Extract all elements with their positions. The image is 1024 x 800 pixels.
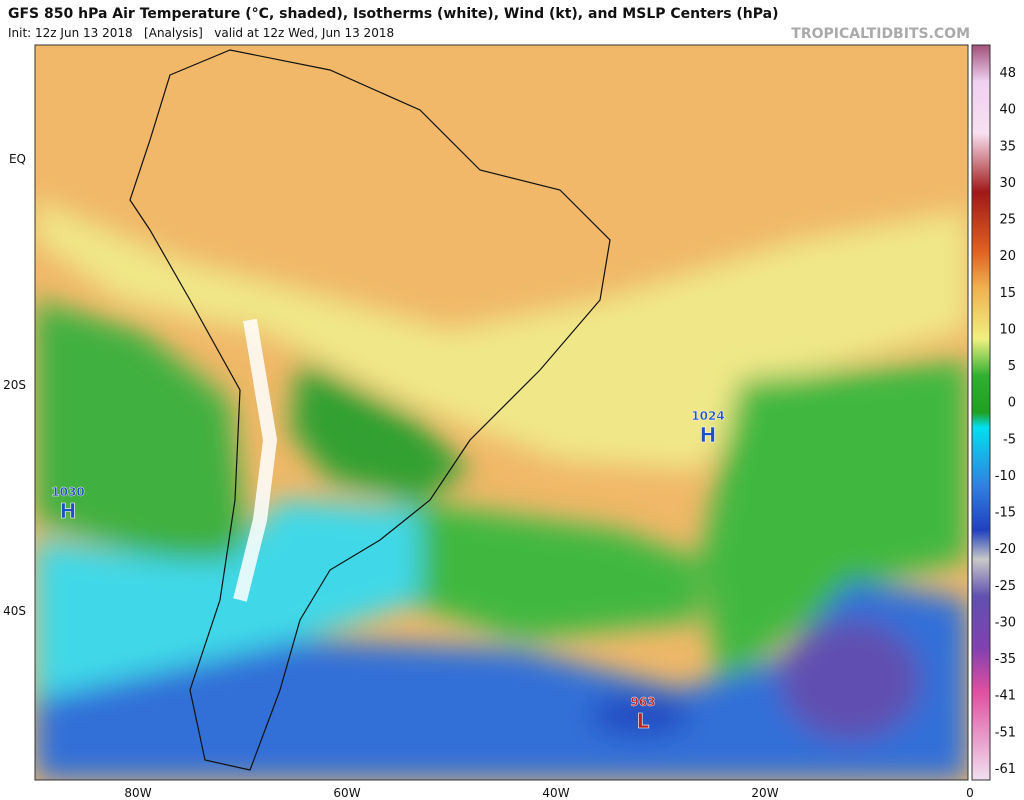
andes-mask	[233, 318, 278, 602]
colorbar-label: -15	[995, 506, 1016, 521]
title: GFS 850 hPa Air Temperature (°C, shaded)…	[8, 6, 779, 22]
colorbar-label: -61	[995, 762, 1016, 777]
colorbar-label: -20	[995, 542, 1016, 557]
longitude-label: 40W	[542, 786, 569, 800]
colorbar-label: -30	[995, 615, 1016, 630]
colorbar-label: -35	[995, 652, 1016, 667]
colorbar-label: 20	[999, 249, 1016, 264]
longitude-label: 0	[966, 786, 974, 800]
colorbar-label: 15	[999, 286, 1016, 301]
map-field	[35, 45, 968, 780]
colorbar-label: 35	[999, 139, 1016, 154]
watermark: TROPICALTIDBITS.COM	[791, 26, 970, 42]
pressure-letter: L	[637, 709, 650, 733]
colorbar-label: 10	[999, 322, 1016, 337]
init-line: Init: 12z Jun 13 2018 [Analysis] valid a…	[8, 26, 394, 40]
colorbar-label: -51	[995, 725, 1016, 740]
colorbar-label: 0	[1008, 396, 1016, 411]
colorbar	[971, 44, 991, 781]
longitude-label: 80W	[124, 786, 151, 800]
colorbar-label: 5	[1008, 359, 1016, 374]
coastline	[129, 49, 611, 771]
colorbar-label: 48	[999, 66, 1016, 81]
colorbar-label: -25	[995, 579, 1016, 594]
longitude-label: 20W	[751, 786, 778, 800]
pressure-value: 1030	[51, 485, 84, 499]
colorbar-label: 25	[999, 213, 1016, 228]
pressure-letter: H	[700, 423, 717, 447]
colorbar-label: -10	[995, 469, 1016, 484]
colorbar-label: 40	[999, 103, 1016, 118]
latitude-label: 40S	[3, 604, 26, 618]
map-frame	[34, 44, 969, 781]
colorbar-label: 30	[999, 176, 1016, 191]
colorbar-label: -5	[1003, 432, 1016, 447]
pressure-value: 1024	[691, 409, 724, 423]
pressure-value: 963	[630, 695, 655, 709]
colorbar-label: -41	[995, 689, 1016, 704]
pressure-letter: H	[60, 499, 77, 523]
latitude-label: EQ	[9, 152, 26, 166]
latitude-label: 20S	[3, 378, 26, 392]
longitude-label: 60W	[333, 786, 360, 800]
